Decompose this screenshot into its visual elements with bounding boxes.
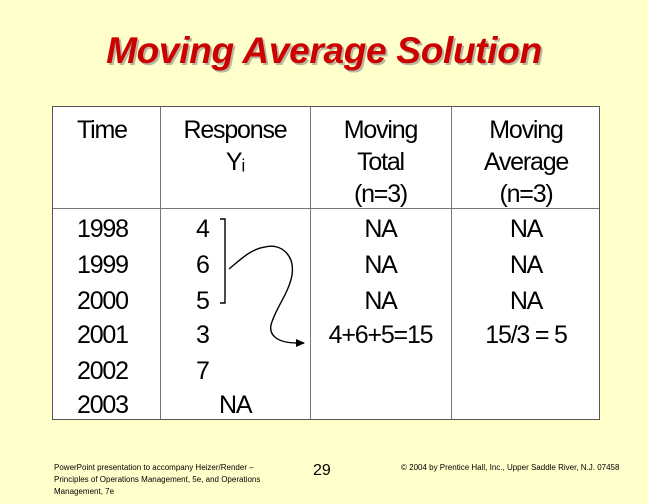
response-cell: 6 xyxy=(196,251,210,279)
bracket-icon xyxy=(220,218,226,304)
curved-arrow-icon xyxy=(228,245,305,347)
footer-copyright: © 2004 by Prentice Hall, Inc., Upper Sad… xyxy=(401,463,620,472)
sum-arrow-annotation xyxy=(220,218,305,347)
header-moving-total-line2: Total xyxy=(357,148,405,176)
response-cell: 5 xyxy=(196,287,210,315)
column-divider xyxy=(451,107,452,419)
moving-total-cell: NA xyxy=(364,215,398,243)
response-cell: 3 xyxy=(196,321,210,349)
moving-total-cell: 4+6+5=15 xyxy=(328,321,434,349)
time-cell: 2000 xyxy=(77,287,129,315)
moving-average-table: Time Response Yᵢ Moving Total (n=3) Movi… xyxy=(52,106,600,420)
moving-average-cell: NA xyxy=(509,251,544,279)
moving-average-cell: NA xyxy=(509,287,544,315)
header-moving-total-line1: Moving xyxy=(343,116,419,144)
moving-total-cell: NA xyxy=(364,251,398,279)
header-time: Time xyxy=(77,116,128,144)
moving-average-cell: NA xyxy=(509,215,544,243)
header-moving-average-line1: Moving xyxy=(489,116,564,144)
header-moving-total-line3: (n=3) xyxy=(353,180,408,208)
footer-credit: PowerPoint presentation to accompany Hei… xyxy=(54,463,261,496)
column-divider xyxy=(160,107,161,419)
time-cell: 2003 xyxy=(77,391,129,419)
header-response-variable: Yᵢ xyxy=(225,148,245,176)
time-cell: 2001 xyxy=(77,321,129,349)
time-cell: 1998 xyxy=(77,215,129,243)
column-divider xyxy=(310,107,311,419)
response-cell: NA xyxy=(219,391,253,419)
slide-title: Moving Average Solution xyxy=(106,30,542,71)
time-cell: 2002 xyxy=(77,357,129,385)
header-moving-average-line2: Average xyxy=(483,148,569,176)
moving-average-cell: 15/3 = 5 xyxy=(485,321,568,349)
time-cell: 1999 xyxy=(77,251,129,279)
header-moving-average-line3: (n=3) xyxy=(499,180,553,208)
header-divider xyxy=(53,208,599,209)
response-cell: 4 xyxy=(196,215,210,243)
moving-total-cell: NA xyxy=(364,287,398,315)
page-number: 29 xyxy=(313,462,331,479)
header-response: Response xyxy=(183,116,288,144)
response-cell: 7 xyxy=(196,357,210,385)
